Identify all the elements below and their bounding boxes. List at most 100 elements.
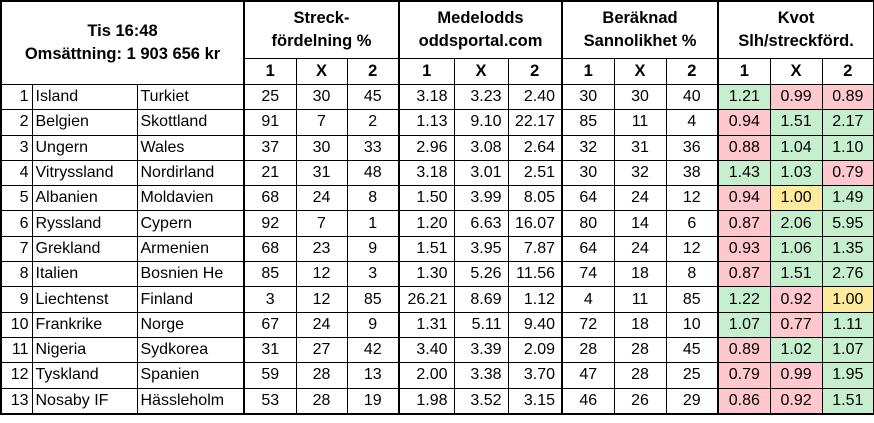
- average-odds: 8.69: [453, 286, 509, 313]
- average-odds: 2.09: [507, 336, 563, 364]
- home-team: Albanien: [31, 185, 138, 212]
- ratio-value: 0.93: [717, 235, 771, 263]
- streck-percent: 9: [346, 311, 400, 338]
- average-odds: 1.12: [507, 286, 563, 313]
- group-header-probability: Beräknad Sannolikhet %: [561, 0, 719, 59]
- probability-percent: 64: [561, 185, 615, 212]
- streck-percent: 28: [295, 387, 348, 415]
- ratio-value: 0.89: [717, 336, 771, 364]
- outcome-header: 1: [243, 58, 297, 85]
- average-odds: 1.50: [398, 185, 455, 212]
- ratio-value: 1.10: [821, 134, 874, 161]
- streck-percent: 31: [295, 159, 348, 187]
- ratio-value: 1.51: [821, 387, 874, 415]
- match-number: 4: [0, 159, 33, 187]
- home-team: Tyskland: [31, 362, 138, 389]
- average-odds: 3.08: [453, 134, 509, 161]
- ratio-value: 2.06: [769, 210, 823, 237]
- probability-percent: 64: [561, 235, 615, 263]
- average-odds: 3.52: [453, 387, 509, 415]
- streck-percent: 31: [243, 336, 297, 364]
- away-team: Spanien: [136, 362, 245, 389]
- ratio-value: 1.22: [717, 286, 771, 313]
- average-odds: 1.98: [398, 387, 455, 415]
- group-header-line1: Kvot: [777, 9, 815, 27]
- ratio-value: 2.76: [821, 261, 874, 288]
- probability-percent: 4: [561, 286, 615, 313]
- streck-percent: 68: [243, 185, 297, 212]
- ratio-value: 0.86: [717, 387, 771, 415]
- average-odds: 3.01: [453, 159, 509, 187]
- match-number: 7: [0, 235, 33, 263]
- away-team: Moldavien: [136, 185, 245, 212]
- probability-percent: 38: [665, 159, 719, 187]
- outcome-header: 1: [561, 58, 615, 85]
- table-row: 2 Belgien Skottland 91 7 2 1.13 9.10 22.17 85 11 4 0…: [0, 109, 874, 136]
- away-team: Sydkorea: [136, 336, 245, 364]
- average-odds: 1.30: [398, 261, 455, 288]
- streck-percent: 85: [346, 286, 400, 313]
- probability-percent: 85: [561, 109, 615, 136]
- streck-percent: 21: [243, 159, 297, 187]
- probability-percent: 29: [665, 387, 719, 415]
- average-odds: 2.64: [507, 134, 563, 161]
- table-row: 4 Vitryssland Nordirland 21 31 48 3.18 3.01 2.51…: [0, 159, 874, 187]
- time-label: Tis 16:48: [87, 22, 158, 40]
- outcome-header: 1: [398, 58, 455, 85]
- home-team: Belgien: [31, 109, 138, 136]
- average-odds: 3.99: [453, 185, 509, 212]
- group-header-streck: Streck- fördelning %: [242, 0, 400, 59]
- table-row: 8 Italien Bosnien He 85 12 3 1.30 5.26 11.56 74 18…: [0, 261, 874, 288]
- table-row: 11 Nigeria Sydkorea 31 27 42 3.40 3.39 2.09 28 28 4…: [0, 336, 874, 364]
- ratio-value: 0.99: [769, 362, 823, 389]
- average-odds: 1.31: [398, 311, 455, 338]
- average-odds: 26.21: [398, 286, 455, 313]
- match-number: 8: [0, 261, 33, 288]
- match-number: 2: [0, 109, 33, 136]
- streck-percent: 28: [295, 362, 348, 389]
- outcome-header: X: [769, 58, 823, 85]
- probability-percent: 80: [561, 210, 615, 237]
- ratio-value: 0.88: [717, 134, 771, 161]
- home-team: Nosaby IF: [31, 387, 138, 415]
- streck-percent: 92: [243, 210, 297, 237]
- ratio-value: 1.07: [821, 336, 874, 364]
- outcome-header: 2: [346, 58, 400, 85]
- streck-percent: 27: [295, 336, 348, 364]
- streck-percent: 8: [346, 185, 400, 212]
- average-odds: 3.23: [453, 83, 509, 111]
- home-team: Italien: [31, 261, 138, 288]
- average-odds: 3.70: [507, 362, 563, 389]
- probability-percent: 25: [665, 362, 719, 389]
- average-odds: 5.11: [453, 311, 509, 338]
- ratio-value: 1.43: [717, 159, 771, 187]
- streck-percent: 2: [346, 109, 400, 136]
- table-row: 13 Nosaby IF Hässleholm 53 28 19 1.98 3.52 3.15 4…: [0, 387, 874, 415]
- turnover-label: Omsättning: 1 903 656 kr: [24, 45, 221, 63]
- average-odds: 2.96: [398, 134, 455, 161]
- ratio-value: 0.87: [717, 261, 771, 288]
- streck-percent: 1: [346, 210, 400, 237]
- group-header-ratio: Kvot Slh/streckförd.: [717, 0, 874, 59]
- average-odds: 1.51: [398, 235, 455, 263]
- streck-percent: 7: [295, 210, 348, 237]
- group-header-line1: Streck-: [293, 9, 350, 27]
- away-team: Armenien: [136, 235, 245, 263]
- streck-percent: 3: [346, 261, 400, 288]
- probability-percent: 11: [613, 286, 667, 313]
- group-header-line2: Slh/streckförd.: [738, 32, 854, 50]
- probability-percent: 32: [561, 134, 615, 161]
- probability-percent: 28: [613, 362, 667, 389]
- average-odds: 2.51: [507, 159, 563, 187]
- group-header-line2: oddsportal.com: [418, 32, 543, 50]
- probability-percent: 45: [665, 336, 719, 364]
- average-odds: 3.18: [398, 83, 455, 111]
- ratio-value: 0.89: [821, 83, 874, 111]
- table-row: 10 Frankrike Norge 67 24 9 1.31 5.11 9.40 72 18 10 1…: [0, 311, 874, 338]
- average-odds: 3.15: [507, 387, 563, 415]
- ratio-value: 1.35: [821, 235, 874, 263]
- probability-percent: 18: [613, 261, 667, 288]
- ratio-value: 1.06: [769, 235, 823, 263]
- streck-percent: 37: [243, 134, 297, 161]
- average-odds: 22.17: [507, 109, 563, 136]
